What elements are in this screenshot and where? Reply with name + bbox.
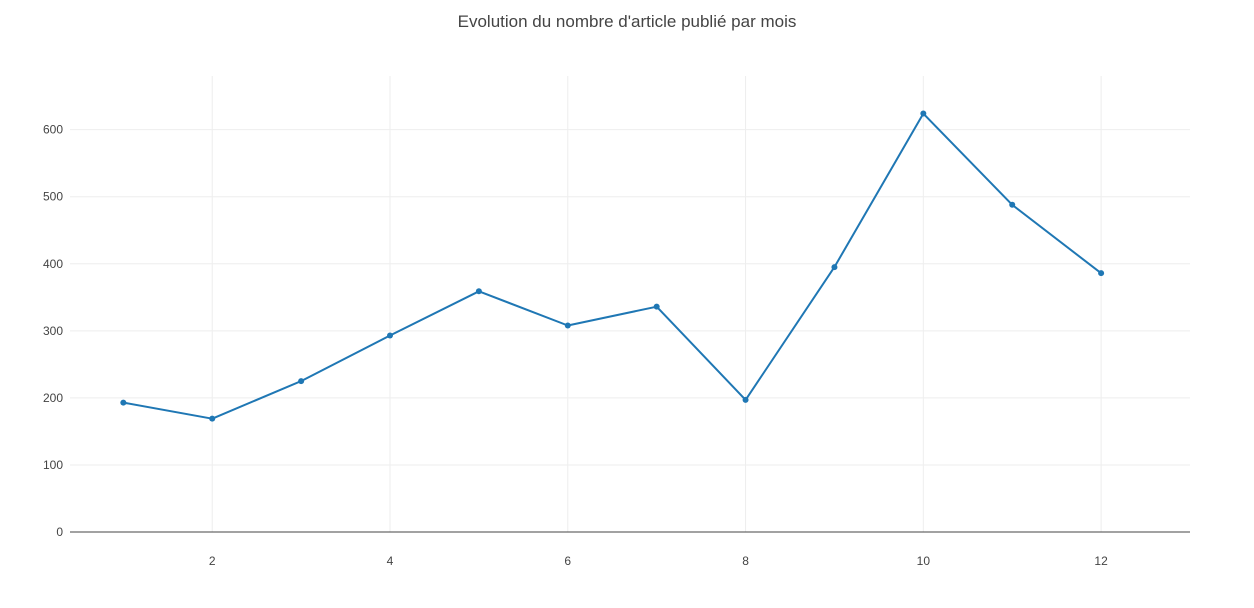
x-tick-label: 4 — [387, 554, 394, 568]
x-tick-label: 10 — [917, 554, 931, 568]
y-tick-label: 500 — [43, 190, 63, 204]
data-point[interactable] — [1098, 270, 1105, 277]
y-tick-label: 0 — [56, 525, 63, 539]
y-tick-label: 600 — [43, 123, 63, 137]
y-tick-label: 400 — [43, 257, 63, 271]
chart-title: Evolution du nombre d'article publié par… — [458, 12, 797, 31]
y-tick-label: 200 — [43, 391, 63, 405]
data-point[interactable] — [653, 303, 660, 310]
data-point[interactable] — [298, 378, 305, 385]
data-point[interactable] — [920, 110, 927, 117]
x-tick-label: 6 — [564, 554, 571, 568]
x-tick-label: 8 — [742, 554, 749, 568]
data-point[interactable] — [120, 399, 127, 406]
y-tick-label: 100 — [43, 458, 63, 472]
series-line — [123, 112, 1102, 420]
x-tick-label: 12 — [1094, 554, 1108, 568]
data-point[interactable] — [742, 396, 749, 403]
data-point[interactable] — [387, 332, 393, 339]
data-point[interactable] — [475, 288, 482, 295]
series-layer — [120, 110, 1105, 422]
y-tick-label: 300 — [43, 324, 63, 338]
data-point[interactable] — [209, 415, 216, 422]
grid-layer — [70, 76, 1190, 532]
axis-layer: 2 4 6 8 10 12 0 100 200 300 400 500 600 — [43, 123, 1190, 568]
x-tick-label: 2 — [209, 554, 216, 568]
data-point[interactable] — [1009, 201, 1016, 208]
data-point[interactable] — [831, 264, 838, 271]
data-point[interactable] — [564, 322, 571, 329]
